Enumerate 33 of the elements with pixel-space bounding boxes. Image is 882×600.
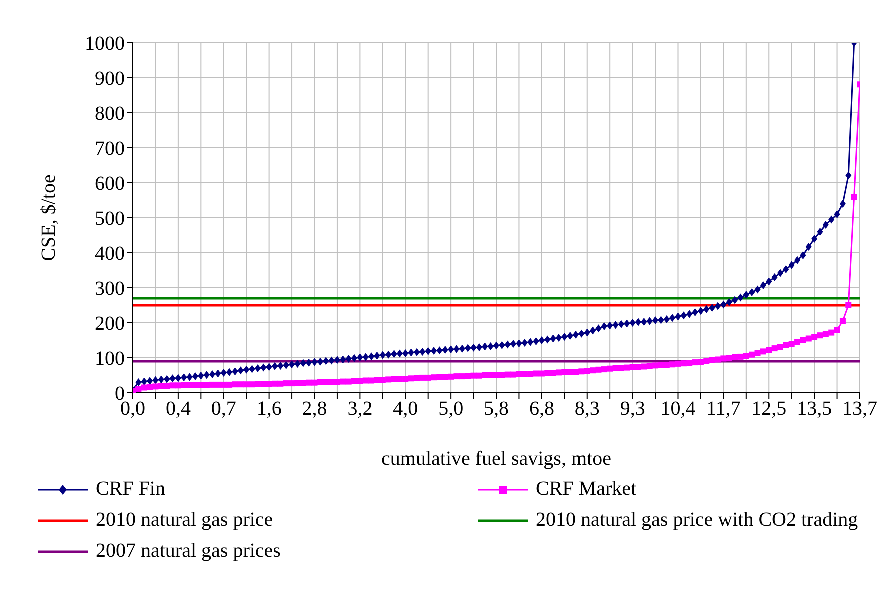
- y-tick-label: 800: [95, 103, 125, 126]
- y-tick-label: 400: [95, 243, 125, 266]
- legend-label: 2007 natural gas prices: [96, 540, 281, 563]
- x-tick-label: 3,2: [348, 398, 373, 420]
- y-tick-label: 1000: [85, 33, 125, 56]
- y-tick-label: 500: [95, 208, 125, 230]
- legend-label: 2010 natural gas price: [96, 509, 274, 532]
- x-tick-label: 0,4: [166, 398, 191, 420]
- y-tick-label: 900: [95, 68, 125, 90]
- x-tick-label: 5,8: [484, 398, 509, 420]
- x-tick-label: 4,0: [393, 398, 418, 420]
- x-tick-label: 6,8: [529, 398, 554, 420]
- legend-label: 2010 natural gas price with CO2 trading: [536, 509, 858, 532]
- y-tick-label: 600: [95, 173, 125, 196]
- y-axis-title: CSE, $/toe: [38, 174, 60, 262]
- x-tick-label: 10,4: [660, 398, 696, 420]
- y-tick-label: 100: [95, 348, 125, 370]
- x-tick-label: 8,3: [574, 398, 600, 420]
- y-tick-label: 300: [95, 278, 125, 300]
- x-tick-label: 12,5: [752, 398, 787, 420]
- legend-label: CRF Market: [536, 478, 637, 501]
- y-tick-label: 200: [95, 313, 125, 336]
- x-tick-label: 11,7: [706, 398, 741, 420]
- x-tick-label: 9,3: [620, 398, 646, 420]
- x-axis-title: cumulative fuel savigs, mtoe: [382, 448, 612, 470]
- x-tick-label: 2,8: [302, 398, 328, 420]
- x-tick-label: 0,7: [211, 398, 236, 420]
- legend-label: CRF Fin: [96, 478, 166, 501]
- x-tick-label: 5,0: [438, 398, 464, 420]
- y-tick-label: 700: [95, 138, 125, 160]
- x-tick-label: 13,5: [797, 398, 832, 420]
- x-tick-label: 1,6: [256, 398, 282, 420]
- x-tick-label: 13,7: [842, 398, 878, 420]
